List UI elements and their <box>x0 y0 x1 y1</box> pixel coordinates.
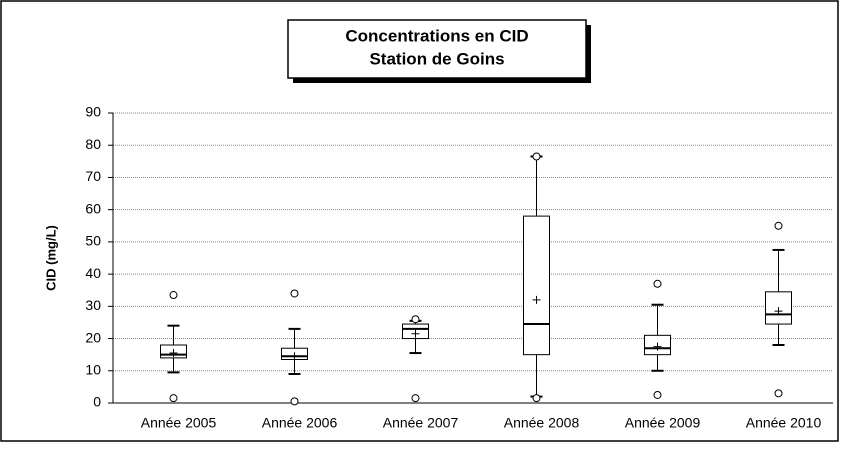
max-point <box>290 289 299 298</box>
min-point <box>411 394 420 403</box>
max-point <box>169 291 178 300</box>
chart-title: Concentrations en CID <box>345 26 528 45</box>
y-tick-label: 20 <box>85 329 101 345</box>
y-tick-label: 30 <box>85 297 101 313</box>
y-axis-title: CID (mg/L) <box>43 225 58 291</box>
box <box>523 215 550 356</box>
mean-marker <box>774 307 783 316</box>
mean-marker <box>653 342 662 351</box>
max-point <box>411 315 420 324</box>
x-tick-label: Année 2009 <box>625 415 701 431</box>
mean-marker <box>169 349 178 358</box>
x-tick-label: Année 2010 <box>746 415 822 431</box>
y-tick-label: 90 <box>85 104 101 120</box>
min-point <box>532 394 541 403</box>
x-tick-label: Année 2005 <box>141 415 217 431</box>
max-point <box>532 152 541 161</box>
chart-subtitle: Station de Goins <box>369 49 504 68</box>
y-tick-label: 80 <box>85 136 101 152</box>
min-point <box>290 397 299 406</box>
y-tick-label: 70 <box>85 168 101 184</box>
x-tick-label: Année 2007 <box>383 415 459 431</box>
y-tick-label: 10 <box>85 361 101 377</box>
y-tick-label: 60 <box>85 200 101 216</box>
y-tick-label: 40 <box>85 265 101 281</box>
x-tick-label: Année 2008 <box>504 415 580 431</box>
y-tick-label: 50 <box>85 233 101 249</box>
mean-marker <box>411 329 420 338</box>
mean-marker <box>532 295 541 304</box>
y-tick-label: 0 <box>93 394 101 410</box>
mean-marker <box>290 352 299 361</box>
min-point <box>169 394 178 403</box>
title-box <box>287 19 587 79</box>
min-point <box>774 389 783 398</box>
max-point <box>653 279 662 288</box>
min-point <box>653 390 662 399</box>
max-point <box>774 221 783 230</box>
x-tick-label: Année 2006 <box>262 415 338 431</box>
